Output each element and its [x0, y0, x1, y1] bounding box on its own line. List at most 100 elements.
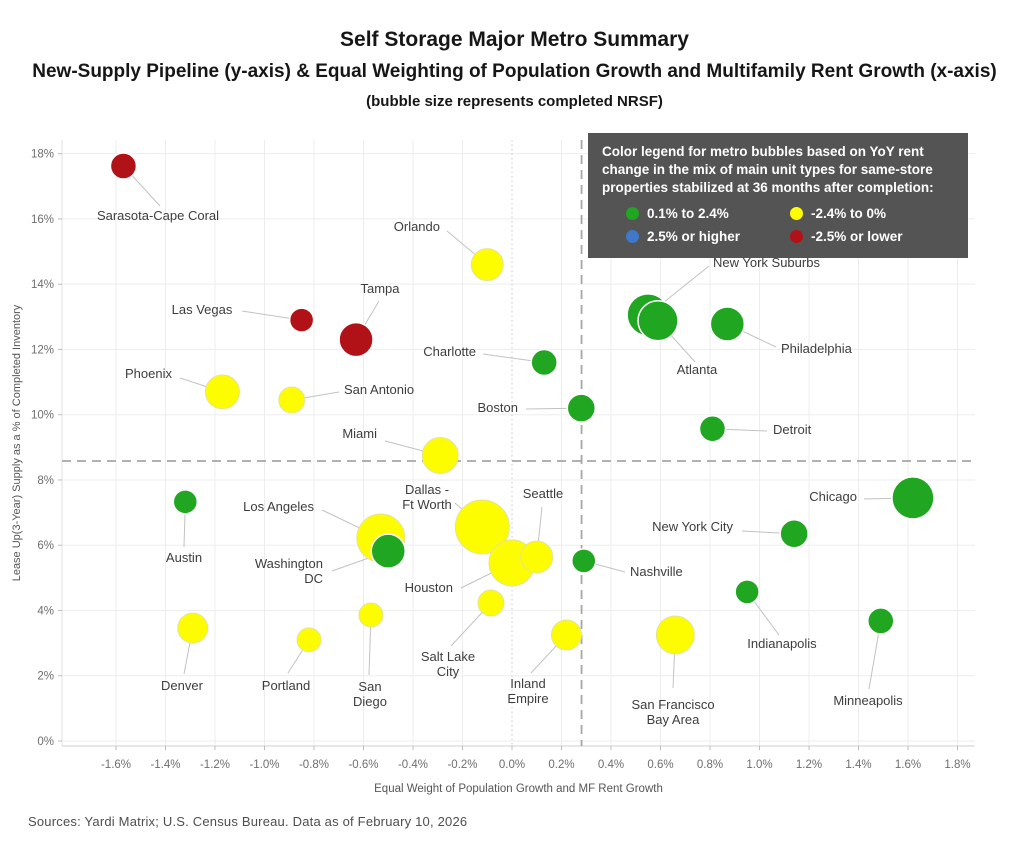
y-axis-title: Lease Up(3-Year) Supply as a % of Comple… [11, 304, 23, 581]
y-tick-label: 12% [31, 344, 54, 356]
y-tick-label: 0% [37, 736, 54, 748]
legend-item-label: -2.4% to 0% [811, 206, 887, 222]
metro-label: Dallas - [405, 482, 449, 497]
y-tick-label: 16% [31, 214, 54, 226]
x-tick-label: 0.6% [647, 759, 673, 771]
metro-label: Miami [342, 426, 377, 441]
metro-label: San Antonio [344, 382, 414, 397]
metro-bubble [779, 519, 809, 549]
metro-bubble [288, 307, 315, 333]
metro-label: Orlando [394, 219, 440, 234]
x-tick-label: 1.4% [845, 759, 871, 771]
metro-bubble [477, 589, 505, 617]
x-tick-label: -0.2% [447, 759, 477, 771]
red-dot-icon [790, 230, 803, 244]
metro-label: Sarasota-Cape Coral [97, 208, 219, 223]
metro-bubble [550, 619, 582, 651]
metro-bubble [296, 627, 322, 653]
metro-label: City [437, 664, 460, 679]
metro-bubble [358, 602, 384, 628]
metro-label: Bay Area [647, 712, 701, 727]
metro-bubble [470, 248, 504, 282]
x-tick-label: -0.8% [299, 759, 329, 771]
metro-bubble [655, 615, 695, 655]
legend-item-label: 0.1% to 2.4% [647, 206, 729, 222]
metro-label: Minneapolis [833, 693, 903, 708]
x-tick-label: 0.8% [697, 759, 723, 771]
y-tick-label: 10% [31, 410, 54, 422]
legend-item-red: -2.5% or lower [790, 228, 954, 246]
metro-label: New York Suburbs [713, 255, 820, 270]
metro-bubble [867, 607, 895, 635]
metro-label: Portland [262, 678, 310, 693]
x-tick-label: 0.2% [548, 759, 574, 771]
metro-label: Indianapolis [747, 636, 817, 651]
metro-label: Nashville [630, 564, 683, 579]
x-tick-label: 0.4% [598, 759, 624, 771]
metro-bubble [698, 414, 727, 443]
metro-label: Washington [255, 556, 323, 571]
green-dot-icon [626, 207, 639, 221]
metro-bubble [571, 548, 597, 574]
metro-label: San [358, 679, 381, 694]
metro-bubble [338, 321, 374, 358]
x-tick-label: -1.6% [101, 759, 131, 771]
metro-bubble [637, 299, 679, 342]
metro-bubble [278, 386, 306, 414]
metro-label: Seattle [523, 486, 563, 501]
page-title: Self Storage Major Metro Summary [340, 28, 689, 51]
metro-bubble [566, 393, 597, 423]
metro-bubble [709, 306, 746, 342]
metro-label: San Francisco [631, 697, 714, 712]
y-tick-label: 6% [37, 540, 54, 552]
metro-label: Houston [405, 580, 453, 595]
metro-bubble [520, 540, 554, 574]
metro-label: Los Angeles [243, 499, 314, 514]
x-tick-label: -1.2% [200, 759, 230, 771]
metro-label: Diego [353, 694, 387, 709]
metro-bubble [530, 348, 558, 377]
metro-bubble [177, 612, 209, 644]
metro-label: Charlotte [423, 344, 476, 359]
x-tick-label: 1.2% [796, 759, 822, 771]
metro-label: Inland [510, 676, 545, 691]
metro-label: Boston [478, 400, 518, 415]
y-tick-label: 8% [37, 475, 54, 487]
legend-item-label: -2.5% or lower [811, 229, 903, 245]
blue-dot-icon [626, 230, 639, 244]
metro-bubble [172, 489, 199, 515]
x-tick-label: 0.0% [499, 759, 525, 771]
sources-note: Sources: Yardi Matrix; U.S. Census Burea… [28, 814, 468, 829]
metro-label: Empire [507, 691, 548, 706]
color-legend: Color legend for metro bubbles based on … [588, 133, 968, 259]
metro-bubble [204, 374, 240, 410]
metro-label: Austin [166, 550, 202, 565]
metro-label: Tampa [360, 281, 400, 296]
x-tick-label: 1.8% [944, 759, 970, 771]
metro-bubble [421, 436, 459, 474]
x-tick-label: -0.6% [348, 759, 378, 771]
y-tick-label: 4% [37, 605, 54, 617]
x-tick-label: -1.0% [249, 759, 279, 771]
legend-items: 0.1% to 2.4% -2.4% to 0% 2.5% or higher … [602, 205, 954, 246]
legend-description: Color legend for metro bubbles based on … [602, 144, 934, 196]
legend-item-blue: 2.5% or higher [626, 228, 790, 246]
x-tick-label: -1.4% [150, 759, 180, 771]
metro-label: DC [304, 571, 323, 586]
metro-label: Detroit [773, 422, 812, 437]
metro-bubble [454, 499, 510, 555]
legend-item-yellow: -2.4% to 0% [790, 205, 954, 223]
metro-label: Phoenix [125, 366, 172, 381]
y-tick-label: 18% [31, 149, 54, 161]
page-subtitle: New-Supply Pipeline (y-axis) & Equal Wei… [32, 61, 997, 82]
metro-bubble [734, 579, 760, 605]
x-tick-label: -0.4% [398, 759, 428, 771]
y-tick-label: 2% [37, 671, 54, 683]
metro-label: Ft Worth [402, 497, 452, 512]
x-tick-label: 1.6% [895, 759, 921, 771]
legend-item-green: 0.1% to 2.4% [626, 205, 790, 223]
yellow-dot-icon [790, 207, 803, 221]
metro-label: Chicago [809, 489, 857, 504]
metro-label: Philadelphia [781, 341, 853, 356]
